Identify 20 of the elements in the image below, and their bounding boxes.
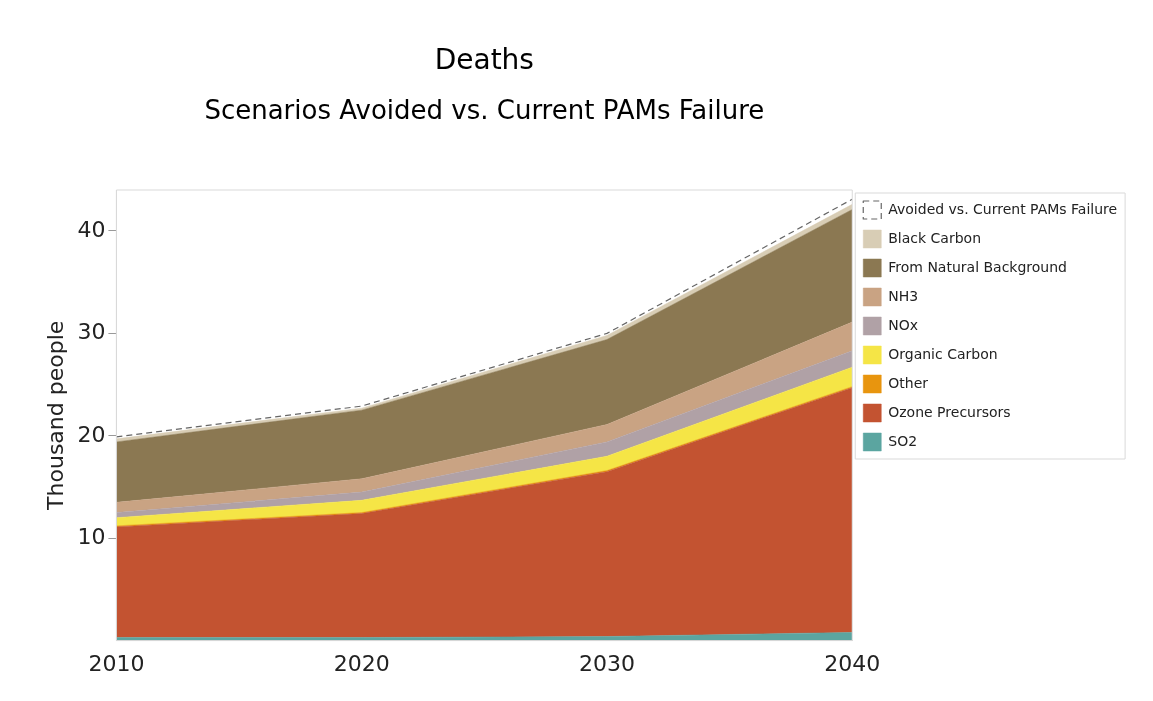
x-tick-label: 2020 <box>333 650 390 676</box>
legend-label: Ozone Precursors <box>888 403 1011 420</box>
legend-label: Other <box>888 374 929 391</box>
y-tick-label: 30 <box>77 319 106 345</box>
x-tick-label: 2010 <box>88 650 145 676</box>
chart-title: Deaths <box>434 43 534 77</box>
legend-label: SO2 <box>888 432 918 449</box>
x-tick-label: 2030 <box>578 650 635 676</box>
x-tick-label: 2040 <box>824 650 881 676</box>
legend-label: From Natural Background <box>888 258 1067 275</box>
y-tick-label: 10 <box>77 523 106 549</box>
legend-label: Organic Carbon <box>888 345 998 362</box>
legend-label: NOx <box>888 316 919 333</box>
y-axis-title: Thousand people <box>42 320 68 511</box>
legend-label: Avoided vs. Current PAMs Failure <box>888 200 1118 217</box>
y-tick-label: 20 <box>77 421 106 447</box>
legend-label: Black Carbon <box>888 229 982 246</box>
legend-label: NH3 <box>888 287 919 304</box>
chart-subtitle: Scenarios Avoided vs. Current PAMs Failure <box>204 94 765 125</box>
y-tick-label: 40 <box>77 216 106 242</box>
